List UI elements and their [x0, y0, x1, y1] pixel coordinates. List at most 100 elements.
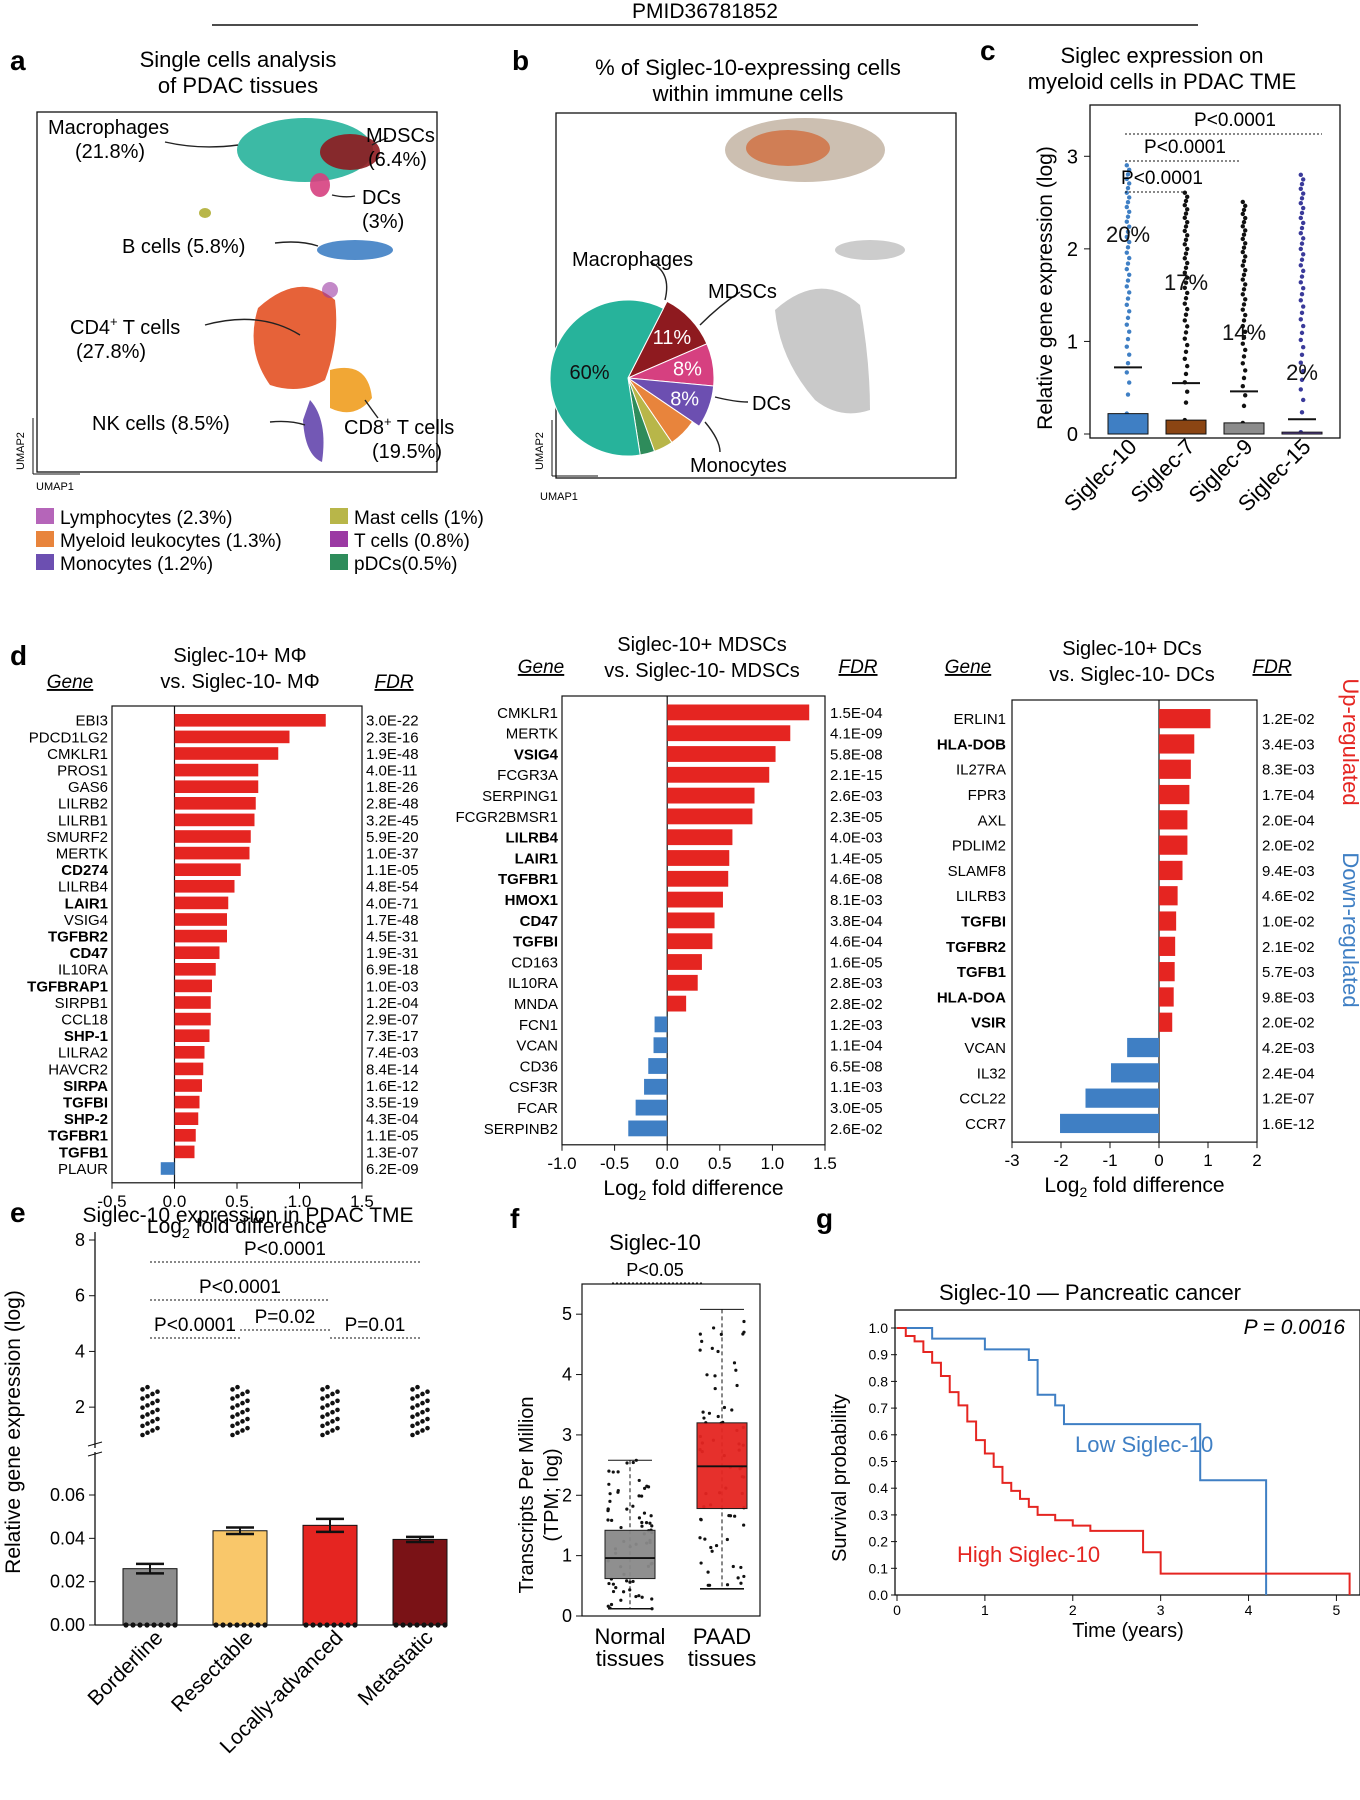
e-dot-3 — [420, 1428, 425, 1433]
bars-d2-bar-fcn1 — [654, 1016, 668, 1033]
panel-e-plot: 0.00 0.02 0.04 0.06 2 4 6 8 Borderline Resectable… — [50, 1230, 448, 1758]
bars-d3-gene-fpr3: FPR3 — [968, 787, 1006, 804]
e-zero-dot-2 — [310, 1622, 316, 1628]
bars-d1-fdr-26: 1.3E-07 — [366, 1144, 419, 1161]
f-point-0 — [637, 1494, 641, 1498]
e-dot-1 — [235, 1403, 240, 1408]
panel-g-xlabel: Time (years) — [1072, 1620, 1183, 1642]
e-zero-dot-2 — [352, 1622, 358, 1628]
bars-d1-gene-plaur: PLAUR — [58, 1161, 108, 1178]
bars-d2-fdr-17: 6.5E-08 — [830, 1058, 883, 1075]
panel-a-umap2: UMAP2 — [15, 432, 27, 470]
e-zero-dot-1 — [241, 1622, 247, 1628]
f-point-0 — [610, 1518, 614, 1522]
bars-d2-gene-serpinb2: SERPINB2 — [484, 1121, 558, 1138]
c-outlier-1 — [1183, 265, 1189, 271]
pie-chart: 11% 8% 8% 60% — [549, 299, 715, 457]
e-pval-1: P<0.0001 — [199, 1277, 281, 1298]
c-outlier-3 — [1299, 310, 1305, 316]
c-outlier-2 — [1240, 341, 1246, 346]
g-xtick-label-2: 2 — [1069, 1602, 1077, 1618]
bars-d1-fdr-3: 4.0E-11 — [366, 763, 417, 780]
f-xlabel-2-1: tissues — [688, 1646, 756, 1671]
bars-d2-bar-serpinb2 — [628, 1120, 668, 1137]
f-point-1 — [716, 1414, 720, 1419]
f-point-1 — [713, 1374, 717, 1378]
panel-g-frame — [894, 1309, 1360, 1596]
e-dot-1 — [245, 1425, 250, 1431]
c-outlier-0 — [1125, 296, 1131, 301]
c-outlier-1 — [1182, 356, 1188, 361]
c-outlier-1 — [1182, 285, 1188, 290]
bars-d2-bar-cd36 — [648, 1058, 668, 1074]
c-outlier-0 — [1125, 315, 1131, 321]
c-outlier-2 — [1241, 318, 1247, 323]
bars-d3-bar-ccl22 — [1085, 1088, 1159, 1108]
bars-d2-xtick-label-2: 0.0 — [655, 1154, 679, 1173]
g-xtick-label-5: 5 — [1333, 1602, 1341, 1618]
e-ytick-low-label-2: 0.04 — [50, 1528, 85, 1548]
c-outlier-1 — [1185, 389, 1190, 394]
bars-d3-bar-il27ra — [1159, 759, 1191, 779]
e-dot-3 — [425, 1425, 430, 1431]
bars-d1-bar-ebi3 — [174, 713, 326, 727]
c-outlier-1 — [1182, 336, 1188, 341]
f-point-0 — [608, 1492, 612, 1496]
bars-d1-gene-sirpa: SIRPA — [63, 1078, 108, 1095]
bars-d2-gene-cmklr1: CMKLR1 — [497, 705, 558, 722]
bars-d2-fdr-6: 4.0E-03 — [830, 830, 883, 847]
label-cd8-pct: (19.5%) — [372, 441, 442, 463]
f-point-1 — [705, 1373, 709, 1377]
panel-f: f Siglec-10 Transcripts Per Million (TPM… — [510, 1203, 761, 1671]
c-outlier-2 — [1241, 245, 1247, 250]
legend-swatch-mast — [330, 508, 348, 524]
panel-b-title-line1: % of Siglec-10-expressing cells — [595, 55, 901, 80]
d1-fdr-header: FDR — [374, 672, 413, 693]
e-dot-1 — [235, 1384, 240, 1390]
bars-d3-gene-vsir: VSIR — [971, 1015, 1006, 1032]
bars-d3-gene-ccr7: CCR7 — [965, 1116, 1006, 1133]
pie-slice-macrophages — [549, 299, 665, 457]
e-pval-4: P=0.01 — [345, 1315, 406, 1336]
label-dcs: DCs — [362, 187, 401, 209]
bars-d3-fdr-4: 2.0E-04 — [1262, 812, 1315, 829]
c-outlier-0 — [1125, 392, 1131, 397]
e-zero-dot-3 — [400, 1622, 406, 1628]
e-zero-dot-1 — [255, 1622, 261, 1628]
g-xtick-label-3: 3 — [1157, 1602, 1165, 1618]
bars-d1-gene-lair1: LAIR1 — [65, 895, 108, 912]
e-dot-0 — [145, 1421, 150, 1426]
c-outlier-1 — [1183, 280, 1189, 285]
e-dot-3 — [415, 1412, 420, 1417]
label-nk: NK cells (8.5%) — [92, 413, 230, 435]
bars-d2-bar-mnda — [667, 995, 687, 1012]
bars-d2-fdr-2: 5.8E-08 — [830, 746, 883, 763]
panel-g: g Siglec-10 — Pancreatic cancer Survival… — [816, 1203, 1360, 1642]
c-outlier-0 — [1127, 309, 1132, 314]
f-frame — [581, 1283, 761, 1617]
bars-d2-gene-fcn1: FCN1 — [519, 1017, 558, 1034]
f-point-1 — [707, 1411, 712, 1415]
c-outlier-0 — [1125, 229, 1131, 234]
e-dot-2 — [325, 1430, 330, 1436]
bars-d2-fdr-13: 2.8E-03 — [830, 975, 883, 992]
e-ytick-up-label-0: 2 — [75, 1397, 85, 1417]
e-dot-1 — [240, 1391, 245, 1397]
bars-d1-gene-il10ra: IL10RA — [58, 962, 108, 979]
g-curve-high-siglec-10 — [897, 1327, 1351, 1595]
e-dot-0 — [150, 1428, 155, 1433]
e-dot-0 — [145, 1412, 150, 1417]
e-dot-2 — [335, 1416, 340, 1422]
f-point-1 — [736, 1576, 740, 1580]
c-outlier-3 — [1299, 410, 1305, 415]
d1-title-line2: vs. Siglec-10- MΦ — [160, 671, 319, 693]
f-point-1 — [725, 1583, 730, 1587]
e-dot-0 — [155, 1407, 160, 1413]
bars-d2-gene-hmox1: HMOX1 — [505, 892, 558, 909]
c-outlier-3 — [1301, 323, 1306, 329]
c-outlier-2 — [1240, 361, 1246, 366]
c-outlier-1 — [1183, 296, 1189, 301]
f-point-0 — [606, 1604, 610, 1608]
c-outlier-2 — [1243, 267, 1248, 273]
f-point-1 — [735, 1383, 739, 1388]
